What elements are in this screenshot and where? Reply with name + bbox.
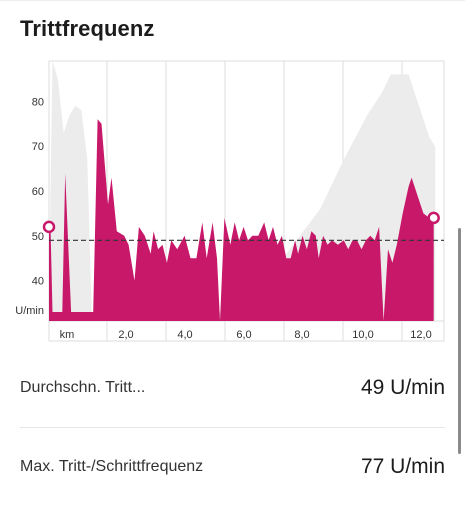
page-title: Trittfrequenz: [20, 16, 155, 41]
cadence-area-layer: [49, 119, 434, 321]
x-axis: km 2,0 4,0 6,0 8,0 10,0 12,0: [60, 329, 432, 341]
cadence-area: [49, 119, 434, 321]
y-tick-label: 50: [32, 231, 44, 243]
average-cadence-value: 49 U/min: [360, 376, 445, 399]
y-tick-label: 70: [32, 141, 44, 153]
max-cadence-value: 77 U/min: [360, 455, 445, 478]
y-tick-label: 40: [32, 276, 44, 288]
y-tick-label: 80: [32, 96, 44, 108]
x-tick-label: 2,0: [118, 329, 133, 341]
x-tick-label: 10,0: [352, 329, 373, 341]
x-tick-label: 6,0: [236, 329, 251, 341]
scrollbar[interactable]: [458, 228, 461, 454]
divider: [20, 427, 445, 428]
x-tick-label: km: [60, 329, 75, 341]
average-cadence-label: Durchschn. Tritt...: [20, 379, 146, 396]
endpoint-marker-1: [427, 211, 440, 225]
y-tick-label: 60: [32, 186, 44, 198]
cadence-chart[interactable]: 80 70 60 50 40 U/min km 2,0 4,0 6,0 8,0 10,0 12,0: [0, 0, 465, 352]
stat-average-cadence: Durchschn. Tritt... 49 U/min: [20, 368, 445, 408]
x-tick-label: 4,0: [177, 329, 192, 341]
max-cadence-label: Max. Tritt-/Schrittfrequenz: [20, 458, 204, 475]
top-border: [0, 0, 465, 1]
stat-max-cadence: Max. Tritt-/Schrittfrequenz 77 U/min: [20, 447, 445, 487]
x-tick-label: 8,0: [294, 329, 309, 341]
y-tick-label: U/min: [15, 305, 44, 317]
marker-layer: [42, 211, 440, 234]
x-tick-label: 12,0: [410, 329, 431, 341]
endpoint-marker-0: [42, 220, 56, 234]
y-axis: 80 70 60 50 40 U/min: [15, 96, 44, 317]
